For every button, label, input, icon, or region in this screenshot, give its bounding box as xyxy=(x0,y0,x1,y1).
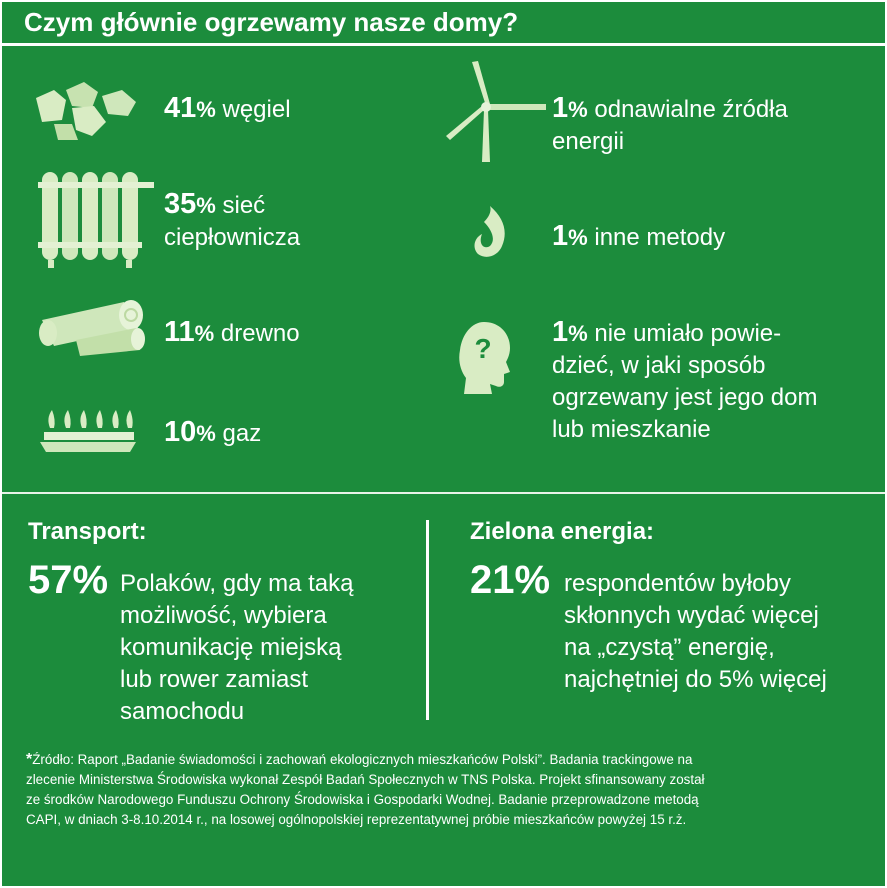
transport-line-4: lub rower zamiast xyxy=(120,666,309,693)
stat-unknown: 1% nie umiało powie- dzieć, w jaki sposó… xyxy=(552,316,817,446)
transport-text: Polaków, gdy ma taką możliwość, wybiera … xyxy=(120,568,353,728)
wood-log-icon xyxy=(39,300,145,356)
gas-burner-icon xyxy=(40,410,136,452)
green-energy-line-1: respondentów byłoby xyxy=(564,570,791,597)
column-divider xyxy=(426,520,429,720)
stat-coal-label: węgiel xyxy=(222,96,291,123)
section-divider xyxy=(2,492,885,494)
stat-district-heating-unit: % xyxy=(196,193,216,218)
stat-gas: 10% gaz xyxy=(164,416,261,450)
green-energy-line-4: najchętniej do 5% więcej xyxy=(564,666,827,693)
transport-line-2: możliwość, wybiera xyxy=(120,602,327,629)
head-question-icon: ? xyxy=(459,322,510,394)
footnote-star: * xyxy=(26,751,33,768)
radiator-icon xyxy=(38,172,154,268)
stat-coal-value: 41 xyxy=(164,92,197,124)
stat-wood: 11% drewno xyxy=(164,316,300,350)
green-energy-value: 21% xyxy=(470,558,551,602)
stat-other-methods-unit: % xyxy=(568,225,588,250)
source-line-3: ze środków Narodowego Funduszu Ochrony Ś… xyxy=(26,792,699,807)
stat-unknown-unit: % xyxy=(568,321,588,346)
stat-renewables-unit: % xyxy=(568,97,588,122)
stat-other-methods-label: inne metody xyxy=(594,224,726,251)
green-energy-line-2: skłonnych wydać więcej xyxy=(564,602,819,629)
stat-district-heating: 35% sieć ciepłownicza xyxy=(164,188,300,254)
stat-district-heating-label-1: sieć xyxy=(222,192,266,219)
stat-district-heating-value: 35 xyxy=(164,188,197,220)
stat-renewables: 1% odnawialne źródła energii xyxy=(552,92,788,158)
transport-value: 57% xyxy=(28,558,109,602)
stat-gas-unit: % xyxy=(196,421,216,446)
stat-gas-label: gaz xyxy=(222,420,262,447)
source-footnote: *Źródło: Raport „Badanie świadomości i z… xyxy=(26,750,866,830)
coal-icon xyxy=(36,82,136,140)
source-line-2: zlecenie Ministerstwa Środowiska wykonał… xyxy=(26,772,705,787)
source-line-1: Źródło: Raport „Badanie świadomości i za… xyxy=(32,752,693,767)
green-energy-title: Zielona energia: xyxy=(470,518,655,545)
stat-coal: 41% węgiel xyxy=(164,92,291,126)
stat-unknown-label-3: ogrzewany jest jego dom xyxy=(552,384,818,411)
wind-turbine-icon xyxy=(446,61,546,162)
svg-text:?: ? xyxy=(474,333,491,364)
source-line-4: CAPI, w dniach 3-8.10.2014 r., na losowe… xyxy=(26,812,687,827)
stat-other-methods: 1% inne metody xyxy=(552,220,725,254)
stat-wood-unit: % xyxy=(194,321,215,346)
stat-renewables-label-2: energii xyxy=(552,128,625,155)
green-energy-text: respondentów byłoby skłonnych wydać więc… xyxy=(564,568,827,696)
stat-other-methods-value: 1 xyxy=(552,220,569,252)
stat-wood-label: drewno xyxy=(220,320,300,347)
stat-coal-unit: % xyxy=(196,97,216,122)
stat-district-heating-label-2: ciepłownicza xyxy=(164,224,301,251)
stat-unknown-value: 1 xyxy=(552,316,569,348)
stat-renewables-label-1: odnawialne źródła xyxy=(594,96,788,123)
stat-unknown-label-4: lub mieszkanie xyxy=(552,416,711,443)
transport-line-1: Polaków, gdy ma taką xyxy=(120,570,354,597)
stat-gas-value: 10 xyxy=(164,416,197,448)
stat-unknown-label-2: dzieć, w jaki sposób xyxy=(552,352,766,379)
stat-renewables-value: 1 xyxy=(552,92,569,124)
transport-title: Transport: xyxy=(28,518,147,545)
stat-unknown-label-1: nie umiało powie- xyxy=(594,320,782,347)
stat-wood-value: 11 xyxy=(164,316,195,348)
transport-line-3: komunikację miejską xyxy=(120,634,342,661)
flame-icon xyxy=(474,206,505,257)
page-title: Czym głównie ogrzewamy nasze domy? xyxy=(2,2,885,46)
green-energy-line-3: na „czystą” energię, xyxy=(564,634,775,661)
transport-line-5: samochodu xyxy=(120,698,245,725)
